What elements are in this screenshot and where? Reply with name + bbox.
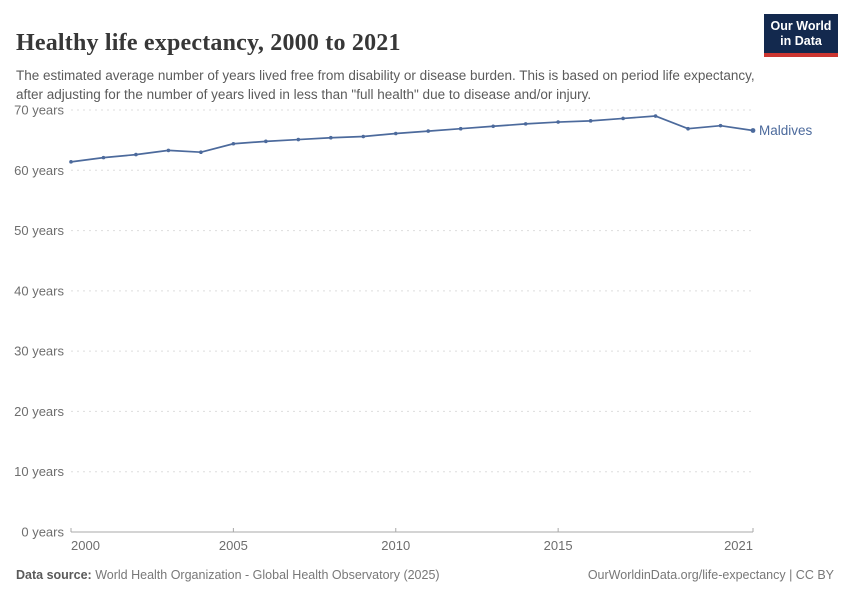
owid-logo-line2: in Data xyxy=(780,34,822,48)
y-tick-label: 60 years xyxy=(14,163,64,178)
x-tick-label: 2015 xyxy=(544,538,573,553)
data-point[interactable] xyxy=(523,122,528,126)
chart-title: Healthy life expectancy, 2000 to 2021 xyxy=(16,30,401,57)
y-tick-label: 40 years xyxy=(14,283,64,298)
data-point[interactable] xyxy=(588,119,593,123)
data-source-text: World Health Organization - Global Healt… xyxy=(91,568,440,582)
x-tick-label: 2010 xyxy=(381,538,410,553)
data-point[interactable] xyxy=(686,126,690,131)
owid-logo-line1: Our World xyxy=(770,19,832,33)
series-label-maldives[interactable]: Maldives xyxy=(759,123,813,138)
data-source-label: Data source: xyxy=(16,568,92,582)
data-point[interactable] xyxy=(134,152,138,157)
x-tick-label: 2005 xyxy=(219,538,248,553)
data-point[interactable] xyxy=(199,150,203,154)
chart-footer: Data source: World Health Organization -… xyxy=(16,568,834,582)
attribution-link[interactable]: OurWorldinData.org/life-expectancy | CC … xyxy=(587,568,834,582)
x-tick-label: 2000 xyxy=(71,538,100,553)
data-point[interactable] xyxy=(166,148,171,153)
data-point[interactable] xyxy=(393,131,398,136)
data-source: Data source: World Health Organization -… xyxy=(16,568,440,582)
data-point[interactable] xyxy=(653,114,658,118)
y-tick-label: 30 years xyxy=(14,344,64,359)
data-point[interactable] xyxy=(264,139,268,144)
data-point[interactable] xyxy=(621,116,625,121)
data-point[interactable] xyxy=(491,124,495,129)
owid-logo[interactable]: Our World in Data xyxy=(764,14,838,57)
data-point[interactable] xyxy=(69,160,73,164)
y-tick-label: 10 years xyxy=(14,464,64,479)
data-point[interactable] xyxy=(556,120,560,124)
series-line-maldives[interactable] xyxy=(70,115,754,163)
data-point[interactable] xyxy=(750,128,756,133)
data-point[interactable] xyxy=(718,123,723,128)
data-point[interactable] xyxy=(101,155,106,160)
y-tick-label: 50 years xyxy=(14,223,64,238)
x-tick-label: 2021 xyxy=(724,538,753,553)
y-tick-label: 0 years xyxy=(21,525,64,540)
data-point[interactable] xyxy=(329,135,333,140)
data-point[interactable] xyxy=(458,126,463,131)
y-tick-label: 70 years xyxy=(14,103,64,118)
y-tick-label: 20 years xyxy=(14,404,64,419)
data-point[interactable] xyxy=(361,134,366,139)
data-point[interactable] xyxy=(296,137,301,142)
chart-subtitle: The estimated average number of years li… xyxy=(16,67,755,102)
data-point[interactable] xyxy=(231,141,236,146)
data-point[interactable] xyxy=(426,129,431,133)
